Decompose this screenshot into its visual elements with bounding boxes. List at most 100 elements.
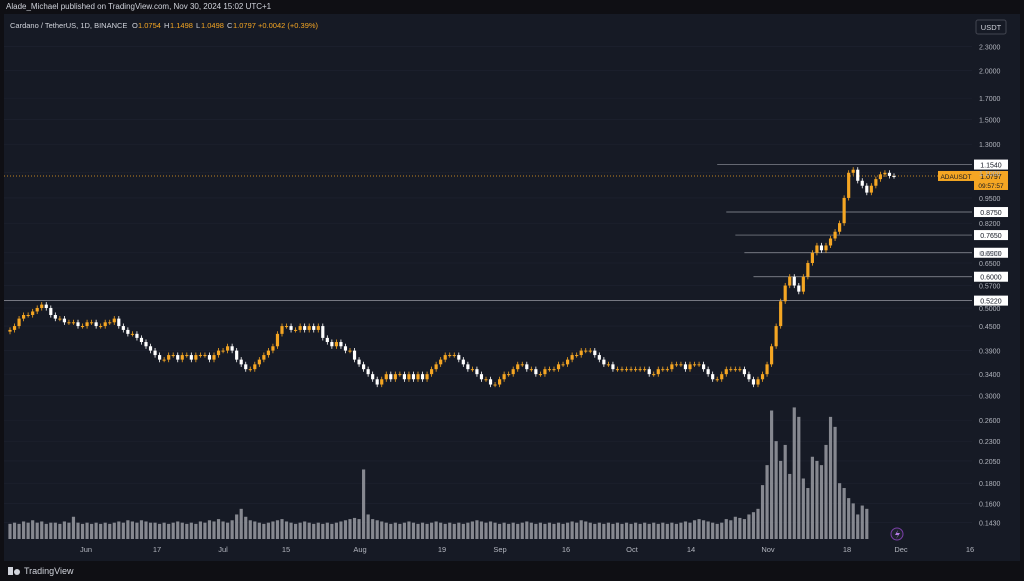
volume-bar-171 (783, 444, 787, 539)
volume-bar-187 (856, 514, 860, 539)
volume-bar-189 (865, 508, 869, 539)
candle-116 (534, 369, 538, 375)
volume-bar-32 (153, 522, 157, 539)
candle-41 (194, 355, 198, 360)
y-tick-8: 0.6900 (979, 251, 1001, 258)
volume-bar-65 (303, 521, 307, 539)
x-tick-0: Jun (80, 545, 92, 554)
candle-113 (520, 364, 524, 366)
candle-173 (792, 276, 796, 286)
candle-185 (847, 172, 851, 198)
candle-59 (275, 333, 280, 347)
candle-155 (711, 374, 715, 380)
volume-bar-75 (348, 519, 352, 539)
candle-65 (303, 326, 307, 330)
time-axis[interactable]: Jun 17 Jul 15 Aug 19 Sep 16 Oct 14 Nov 18 Dec 16 (80, 545, 974, 554)
volume-bar-24 (117, 521, 121, 539)
candle-158 (724, 369, 728, 375)
candle-63 (294, 329, 298, 331)
candle-179 (819, 245, 824, 251)
volume-bar-67 (312, 523, 316, 539)
volume-bar-81 (375, 520, 379, 539)
volume-bar-9 (49, 522, 53, 539)
volume-bar-46 (216, 519, 221, 539)
volume-bar-102 (470, 521, 474, 539)
x-tick-4: Aug (353, 545, 366, 554)
candle-106 (488, 379, 493, 385)
candle-145 (665, 369, 669, 371)
candle-75 (348, 350, 352, 352)
candle-29 (139, 337, 144, 343)
y-tick-17: 0.2300 (979, 439, 1001, 446)
candle-77 (357, 359, 361, 365)
volume-bar-48 (226, 522, 230, 539)
candle-123 (566, 359, 570, 365)
candle-83 (384, 374, 388, 380)
y-tick-11: 0.5000 (979, 306, 1001, 313)
volume-bar-86 (398, 523, 402, 539)
volume-bar-156 (715, 523, 719, 539)
volume-bar-56 (262, 523, 266, 539)
volume-bar-118 (543, 523, 547, 539)
current-symbol-box (938, 170, 974, 181)
volume-bar-88 (407, 521, 411, 539)
candle-147 (674, 364, 678, 366)
y-tick-0: 2.3000 (979, 44, 1001, 51)
volume-bar-138 (634, 522, 638, 539)
tradingview-brand[interactable]: TradingView (8, 561, 74, 581)
candle-61 (284, 326, 289, 328)
currency-button[interactable] (975, 19, 1007, 35)
volume-bar-30 (144, 521, 148, 539)
volume-bar-82 (380, 521, 384, 539)
legend-close: 1.0797 (233, 21, 256, 30)
current-price-label: 1.0797 (980, 174, 1002, 181)
candle-167 (765, 364, 769, 375)
x-tick-11: 18 (843, 545, 851, 554)
candle-178 (815, 245, 819, 253)
volume-bar-60 (280, 519, 284, 539)
candle-111 (511, 369, 515, 375)
price-axis[interactable]: 2.3000 2.0000 1.7000 1.5000 1.3000 1.1000 0.95… (979, 44, 1001, 527)
y-tick-9: 0.6500 (979, 261, 1001, 268)
price-chart[interactable]: 1.1540 0.8750 0.7650 0.6900 0.6000 0.5220 ADAU… (4, 14, 1020, 561)
volume-bar-179 (819, 465, 824, 539)
volume-bar-174 (797, 416, 801, 539)
volume-bar-131 (602, 523, 606, 539)
candle-100 (461, 359, 465, 365)
candle-168 (770, 346, 774, 365)
volume-bar-6 (35, 522, 39, 539)
candle-90 (416, 374, 420, 380)
volume-bar-180 (824, 444, 828, 539)
candle-124 (570, 355, 574, 360)
candle-135 (620, 369, 624, 371)
candle-31 (148, 346, 153, 351)
volume-bar-146 (670, 522, 674, 539)
volume-bar-96 (443, 523, 447, 539)
legend-change: +0.0042 (+0.39%) (258, 21, 319, 30)
volume-bar-188 (860, 505, 864, 539)
candle-33 (158, 355, 162, 360)
volume-bar-37 (176, 521, 180, 539)
chart-area[interactable]: 1.1540 0.8750 0.7650 0.6900 0.6000 0.5220 ADAU… (4, 14, 1020, 561)
level-box-5 (974, 295, 1008, 306)
candle-36 (171, 355, 175, 357)
volume-bar-68 (316, 522, 320, 539)
candle-159 (729, 369, 733, 371)
candle-119 (547, 369, 552, 371)
candle-39 (185, 355, 189, 357)
volume-bar-72 (334, 522, 338, 539)
candle-3 (22, 314, 26, 319)
candle-189 (865, 185, 869, 193)
level-box-4 (974, 271, 1008, 282)
volume-bars (8, 407, 869, 539)
candle-22 (108, 322, 112, 324)
candle-157 (720, 374, 724, 380)
candle-71 (330, 342, 334, 347)
volume-bar-28 (135, 522, 139, 539)
volume-bar-128 (588, 522, 592, 539)
candle-6 (35, 307, 39, 312)
candle-1 (12, 326, 17, 330)
brand-text: TradingView (24, 566, 74, 576)
volume-bar-97 (448, 522, 452, 539)
level-label-2: 0.7650 (980, 233, 1002, 240)
